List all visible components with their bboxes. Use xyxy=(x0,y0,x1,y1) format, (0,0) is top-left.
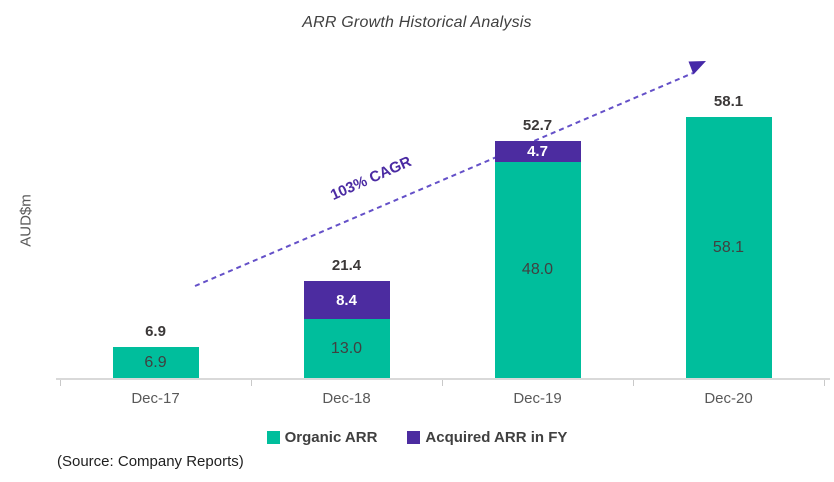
axis-tick-0 xyxy=(59,380,61,386)
chart-title: ARR Growth Historical Analysis xyxy=(302,14,532,31)
legend: Organic ARR Acquired ARR in FY xyxy=(0,429,834,446)
total-label-Dec-18: 21.4 xyxy=(331,257,362,274)
arrowhead-icon xyxy=(688,61,706,75)
plot-area: 6.9 6.9 13.0 8.4 21.4 48.0 4.7 52.7 58.1 58.1 Dec… xyxy=(56,0,830,407)
bars-layer: 6.9 6.9 13.0 8.4 21.4 48.0 4.7 52.7 58.1 58.1 xyxy=(60,0,824,378)
organic-swatch-icon xyxy=(266,431,280,444)
axis-tick-4 xyxy=(823,380,825,386)
bar-organic-Dec-17: 6.9 xyxy=(112,347,199,378)
total-label-Dec-20: 58.1 xyxy=(713,93,744,110)
legend-label-acquired: Acquired ARR in FY xyxy=(425,429,568,446)
bar-organic-Dec-18: 13.0 xyxy=(303,319,390,378)
acquired-swatch-icon xyxy=(407,431,421,444)
axis-tick-3 xyxy=(632,380,634,386)
x-axis-label-Dec-17: Dec-17 xyxy=(131,390,180,407)
legend-item-acquired: Acquired ARR in FY xyxy=(407,429,567,446)
axis-tick-2 xyxy=(441,380,443,386)
bar-organic-Dec-20: 58.1 xyxy=(685,117,772,378)
x-axis-label-Dec-20: Dec-20 xyxy=(704,390,753,407)
x-axis-line xyxy=(56,378,830,380)
x-axis-label-Dec-18: Dec-18 xyxy=(322,390,371,407)
legend-item-organic: Organic ARR xyxy=(266,429,378,446)
bar-organic-Dec-19: 48.0 xyxy=(494,162,581,378)
bar-acquired-Dec-19: 4.7 xyxy=(494,141,581,162)
legend-label-organic: Organic ARR xyxy=(284,429,378,446)
x-axis-label-Dec-19: Dec-19 xyxy=(513,390,562,407)
total-label-Dec-17: 6.9 xyxy=(145,323,166,340)
source-note: (Source: Company Reports) xyxy=(57,453,244,470)
trend-dashed-line xyxy=(194,72,694,287)
total-label-Dec-19: 52.7 xyxy=(522,117,553,134)
bar-acquired-Dec-18: 8.4 xyxy=(303,281,390,319)
axis-tick-1 xyxy=(250,380,252,386)
